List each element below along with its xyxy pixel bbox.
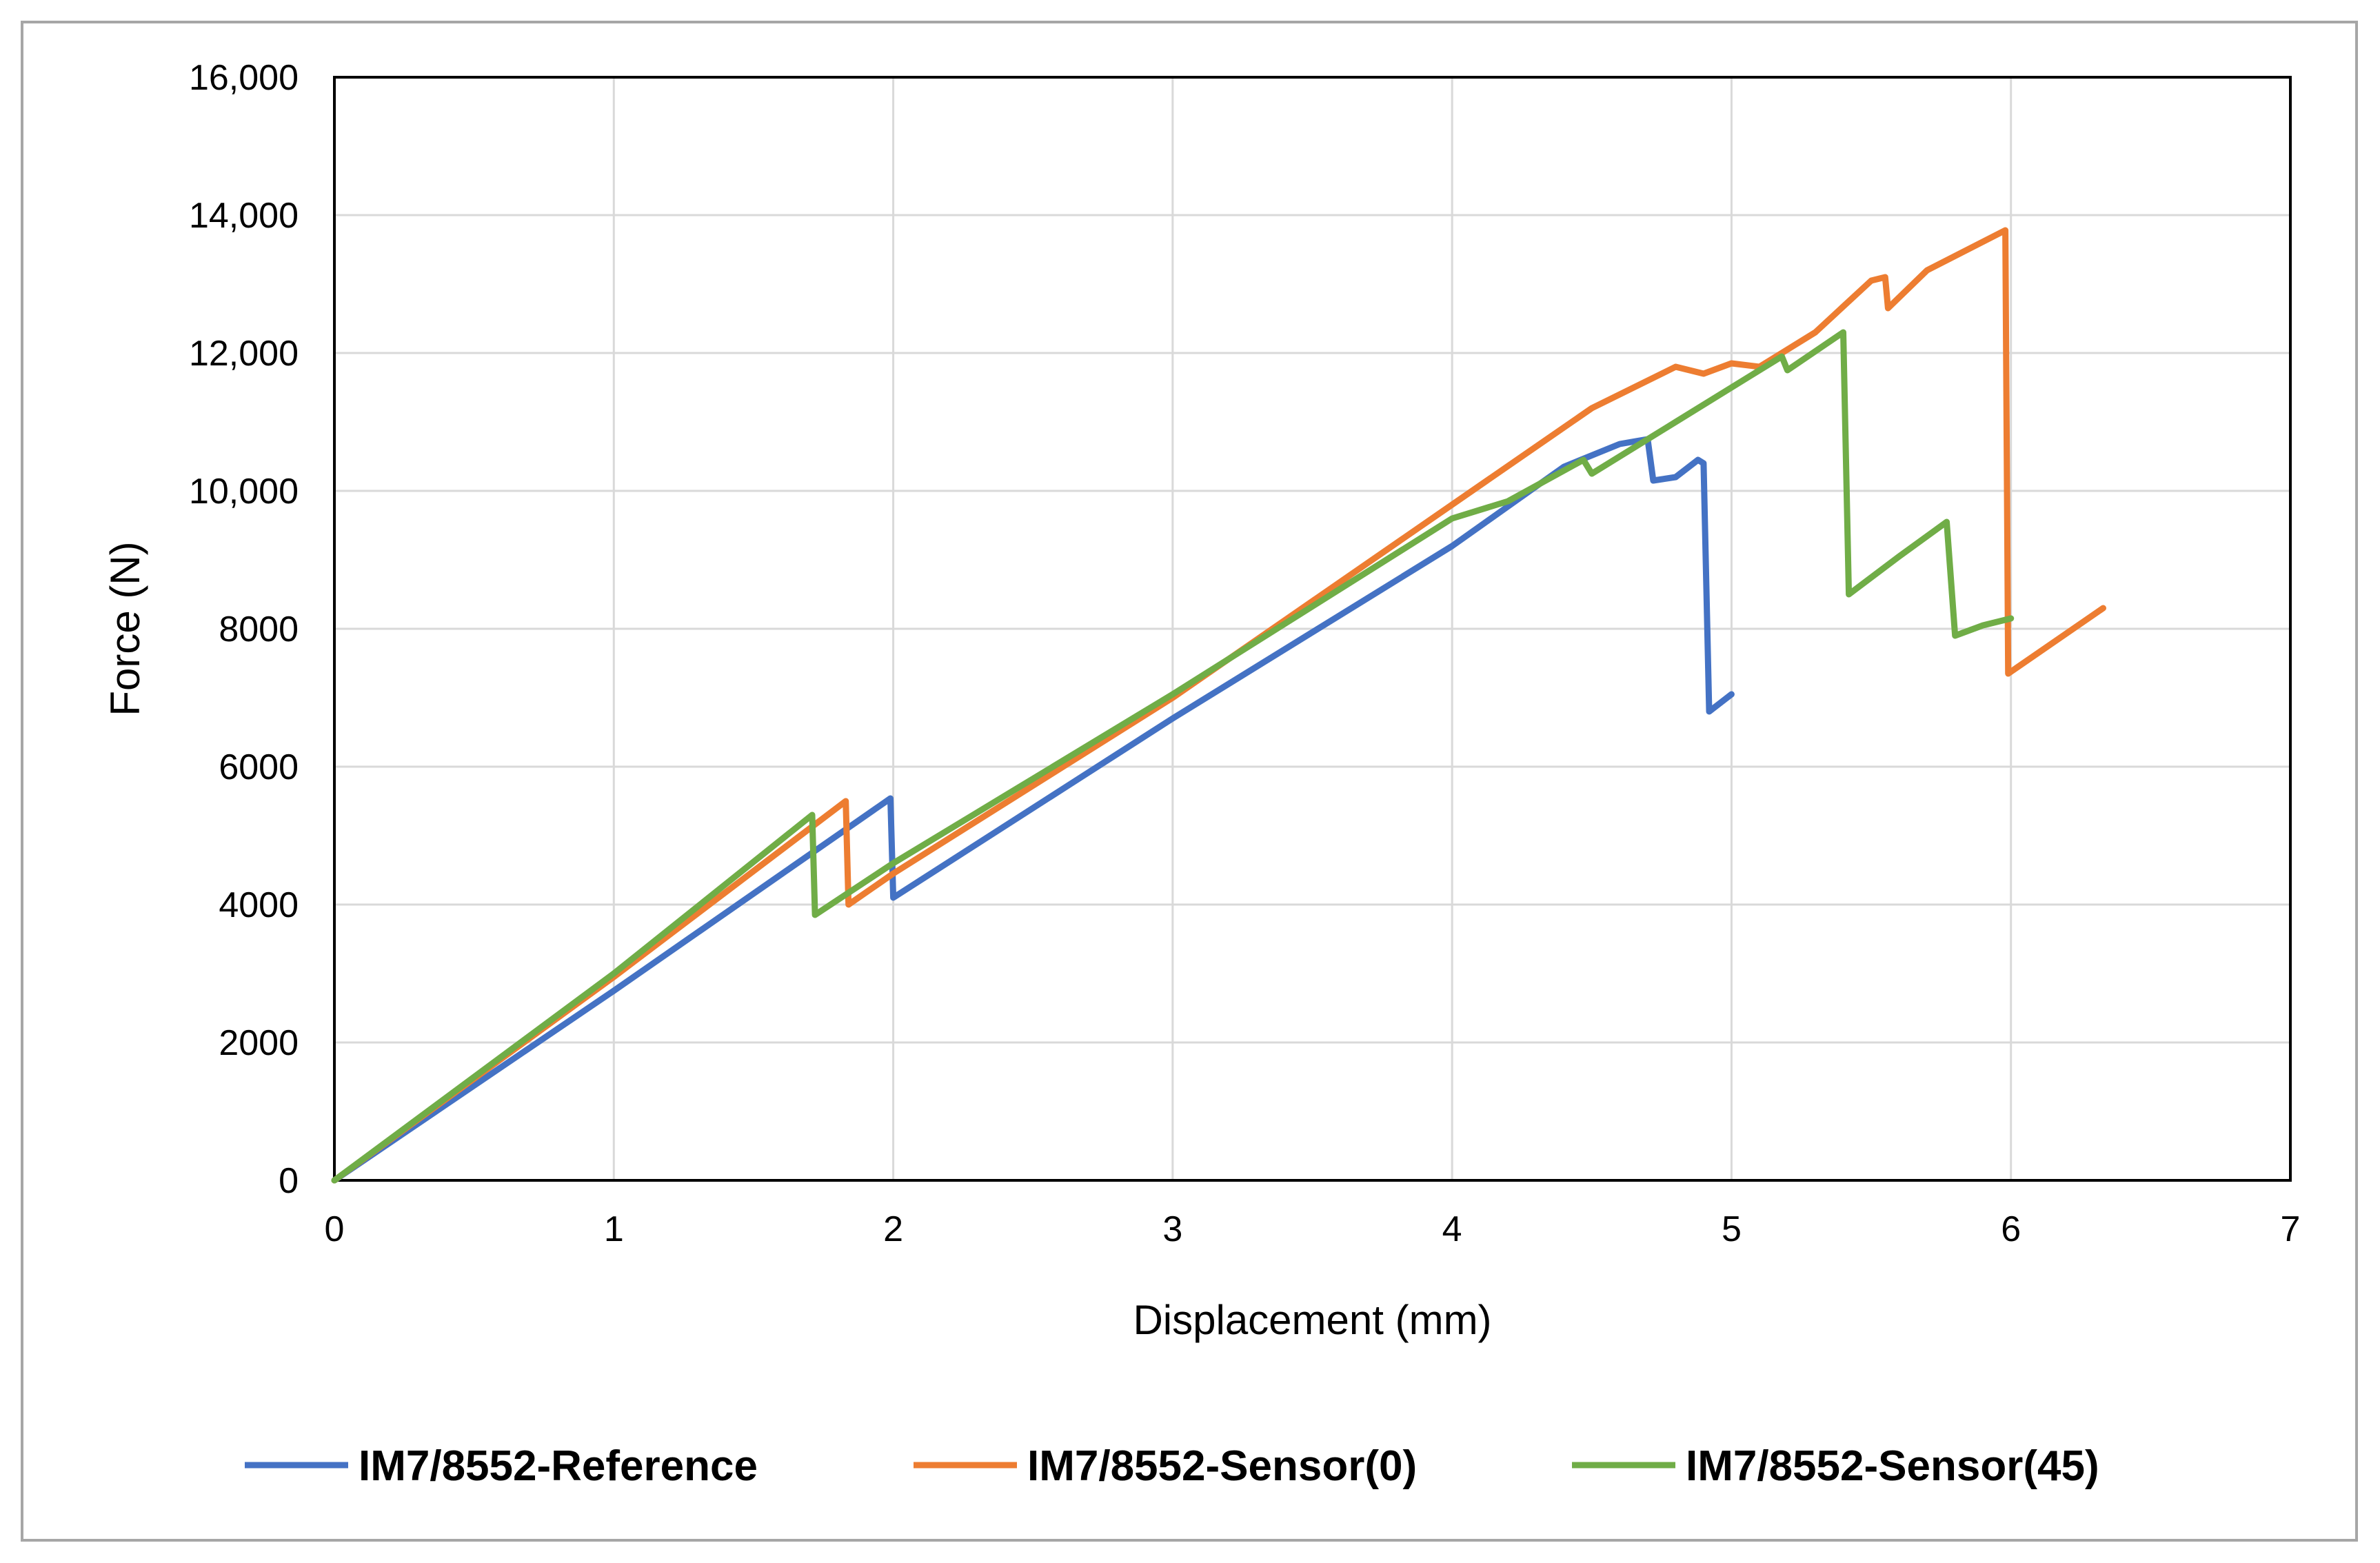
tick-label-layer: 0 1 2 3 4 5 6 7 0 2000 4000 6000 8000 10,000 12,000 14,… — [189, 58, 2301, 1249]
y-tick-label: 16,000 — [189, 58, 299, 98]
y-tick-label: 6000 — [219, 747, 299, 787]
legend-item: IM7/8552-Sensor(0) — [914, 1442, 1417, 1490]
chart-frame — [21, 21, 2358, 1542]
series-layer — [331, 227, 2106, 1184]
y-tick-label: 14,000 — [189, 196, 299, 236]
y-tick-label: 0 — [279, 1161, 299, 1201]
x-tick-label: 7 — [2281, 1209, 2301, 1249]
x-tick-label: 6 — [2001, 1209, 2021, 1249]
y-tick-label: 12,000 — [189, 334, 299, 374]
legend-label: IM7/8552-Sensor(0) — [1027, 1442, 1417, 1490]
y-tick-label: 4000 — [219, 885, 299, 925]
legend-label: IM7/8552-Reference — [359, 1442, 758, 1490]
legend-item: IM7/8552-Sensor(45) — [1572, 1442, 2099, 1490]
y-axis-title: Force (N) — [102, 541, 148, 716]
series-line — [331, 227, 2106, 1184]
legend-label: IM7/8552-Sensor(45) — [1686, 1442, 2099, 1490]
x-tick-label: 0 — [325, 1209, 345, 1249]
x-tick-label: 3 — [1162, 1209, 1182, 1249]
x-tick-label: 1 — [604, 1209, 624, 1249]
x-tick-label: 2 — [883, 1209, 903, 1249]
series-line — [331, 329, 2015, 1184]
y-tick-label: 2000 — [219, 1023, 299, 1063]
legend: IM7/8552-Reference IM7/8552-Sensor(0) IM7/… — [245, 1442, 2099, 1490]
x-axis-title: Displacement (mm) — [1133, 1297, 1491, 1343]
legend-item: IM7/8552-Reference — [245, 1442, 758, 1490]
series-line — [331, 436, 1735, 1184]
plot-area-border — [333, 76, 2292, 1182]
x-tick-label: 5 — [1722, 1209, 1742, 1249]
y-tick-label: 10,000 — [189, 472, 299, 512]
y-tick-label: 8000 — [219, 609, 299, 649]
x-tick-label: 4 — [1442, 1209, 1462, 1249]
